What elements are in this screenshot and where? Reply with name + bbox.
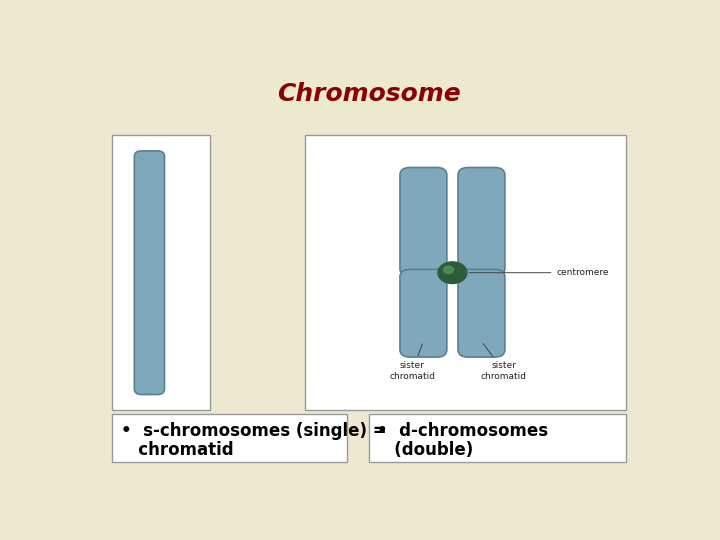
Text: sister
chromatid: sister chromatid [390,344,436,381]
Text: chromatid: chromatid [121,441,233,459]
Circle shape [438,262,467,284]
Circle shape [444,266,454,274]
Text: centromere: centromere [469,268,609,277]
Text: Chromosome: Chromosome [277,82,461,106]
FancyBboxPatch shape [458,167,505,276]
FancyBboxPatch shape [112,136,210,410]
Text: (double): (double) [377,441,474,459]
Text: •  d-chromosomes: • d-chromosomes [377,422,549,440]
FancyBboxPatch shape [400,269,447,357]
FancyBboxPatch shape [305,136,626,410]
FancyBboxPatch shape [112,414,347,462]
FancyBboxPatch shape [135,151,164,395]
Text: sister
chromatid: sister chromatid [481,343,527,381]
FancyBboxPatch shape [369,414,626,462]
FancyBboxPatch shape [458,269,505,357]
Text: •  s-chromosomes (single) =: • s-chromosomes (single) = [121,422,387,440]
FancyBboxPatch shape [400,167,447,276]
